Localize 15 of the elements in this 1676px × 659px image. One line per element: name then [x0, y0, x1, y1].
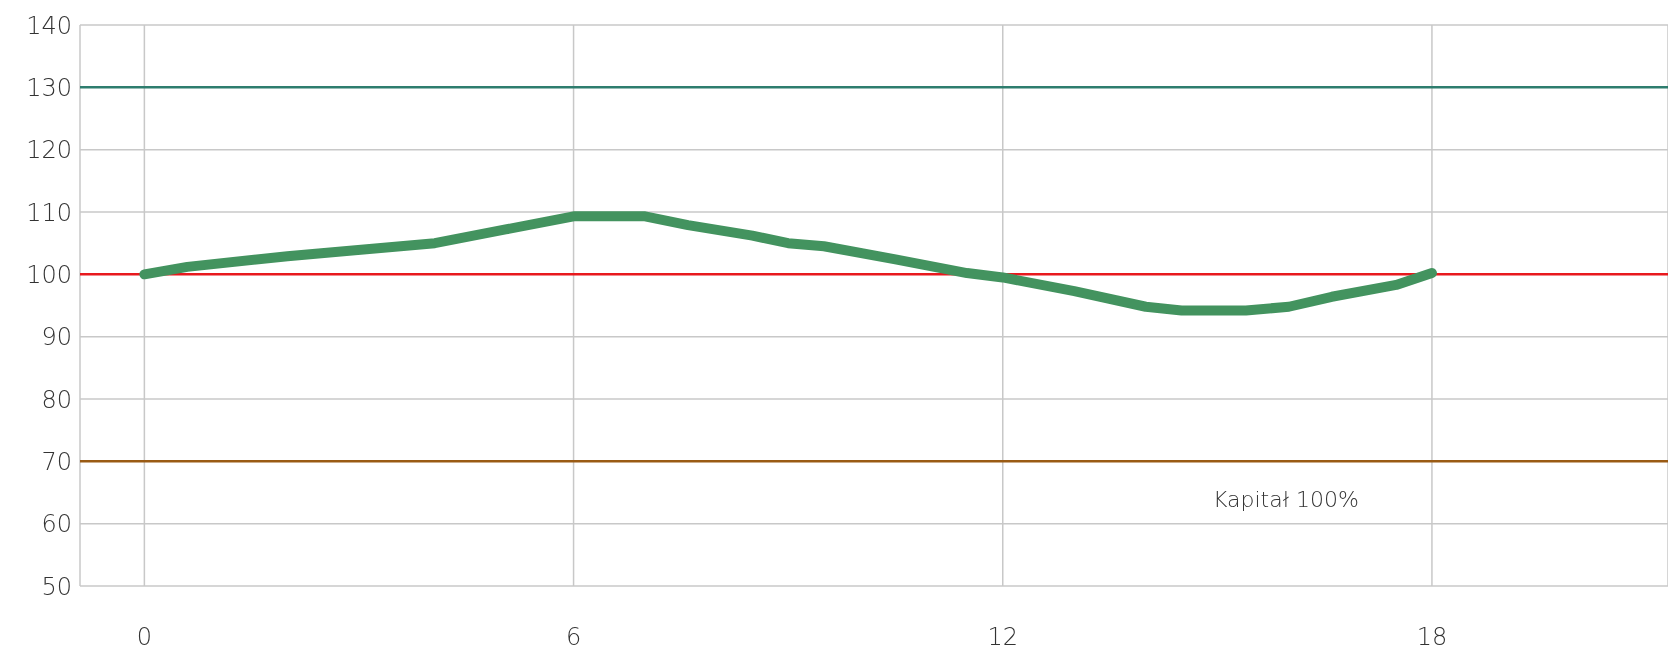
y-tick-label: 120: [26, 136, 72, 165]
x-tick-label: 0: [136, 623, 153, 652]
y-tick-label: 140: [26, 11, 72, 40]
y-tick-label: 50: [41, 572, 72, 601]
y-tick-label: 100: [26, 260, 72, 289]
x-tick-label: 6: [565, 623, 582, 652]
y-tick-label: 60: [41, 510, 72, 539]
y-tick-label: 90: [41, 323, 72, 352]
y-tick-label: 80: [41, 385, 72, 414]
y-tick-label: 130: [26, 73, 72, 102]
x-tick-label: 12: [987, 623, 1019, 652]
y-tick-label: 110: [26, 198, 72, 227]
x-tick-label: 18: [1416, 623, 1448, 652]
y-tick-label: 70: [41, 447, 72, 476]
annotation: Kapitał 100%: [1213, 487, 1359, 512]
